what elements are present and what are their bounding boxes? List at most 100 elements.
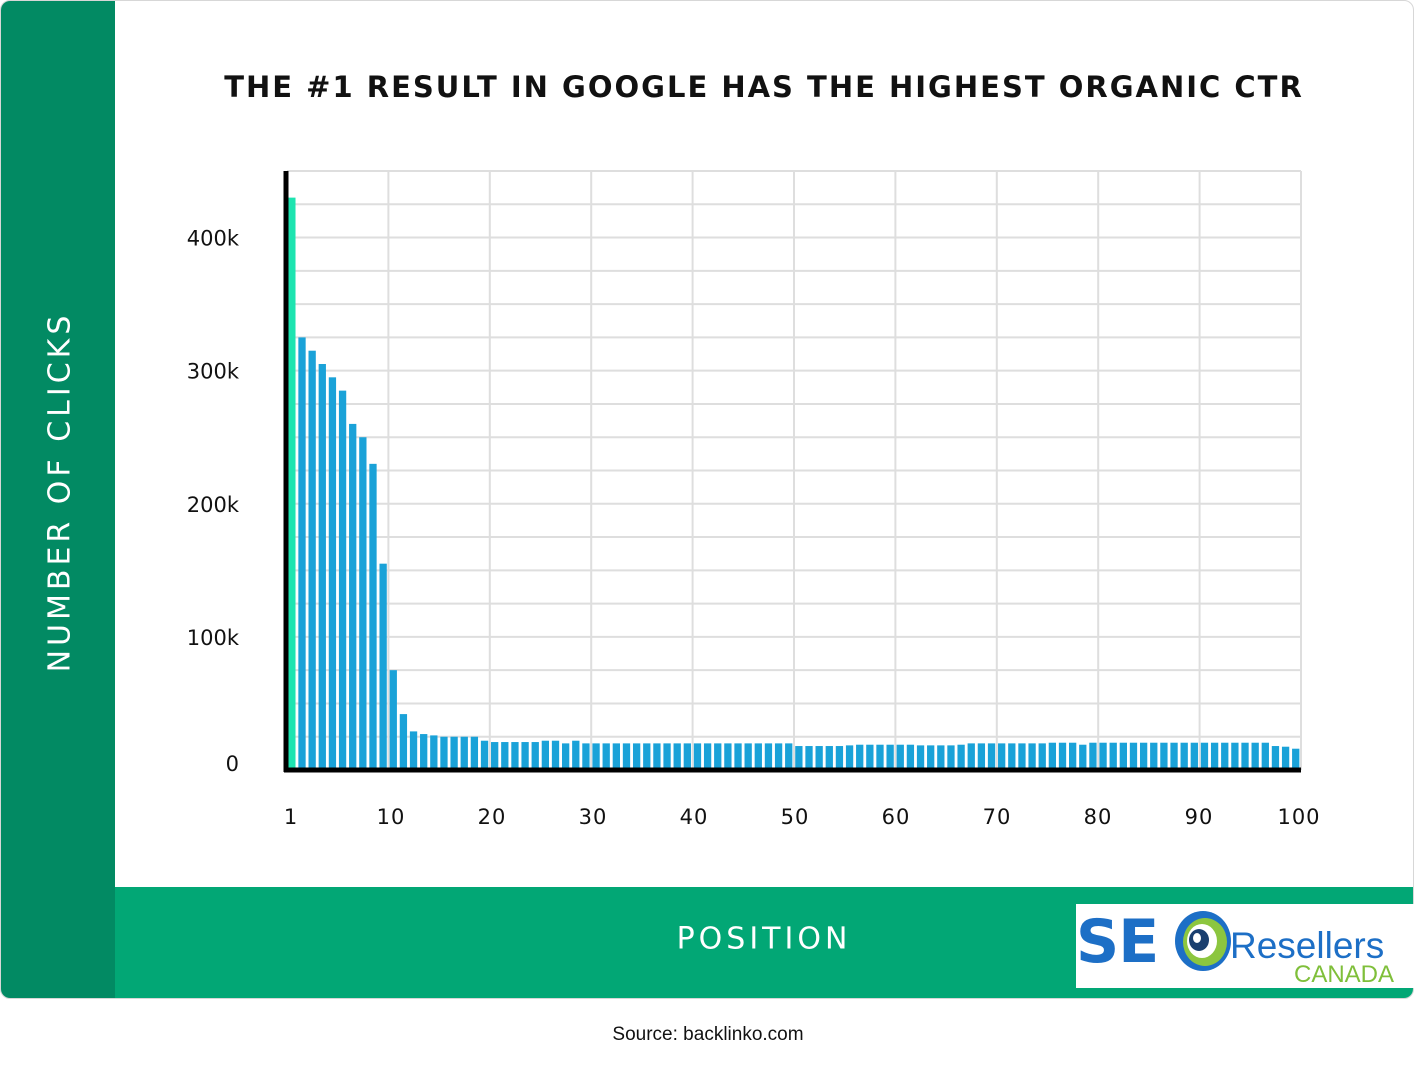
bar-position-15: [430, 735, 438, 770]
logo-swirl-icon: [1175, 911, 1231, 971]
bar-position-14: [420, 734, 428, 770]
logo-seo-text: SE: [1076, 907, 1159, 977]
chart-title: THE #1 RESULT IN GOOGLE HAS THE HIGHEST …: [224, 70, 1304, 104]
y-tick-label: 300k: [187, 360, 240, 384]
bar-position-1: [288, 197, 296, 771]
bar-position-89: [1180, 742, 1188, 770]
bar-position-44: [724, 743, 732, 770]
y-tick-label: 0: [226, 752, 239, 776]
chart-grid: [287, 170, 1302, 771]
bar-position-48: [764, 743, 773, 770]
bar-position-61: [896, 744, 904, 770]
bar-position-98: [1271, 746, 1280, 770]
bar-position-51: [795, 746, 803, 770]
x-tick-label: 80: [1084, 805, 1113, 829]
bar-position-84: [1129, 742, 1138, 770]
bar-position-69: [977, 743, 986, 770]
bar-position-28: [561, 743, 570, 770]
bar-position-31: [592, 743, 600, 770]
bar-position-67: [957, 744, 965, 770]
bar-position-76: [1048, 742, 1057, 770]
seo-resellers-canada-logo: SE Resellers CANADA: [1076, 904, 1414, 988]
bar-position-81: [1099, 742, 1107, 770]
bar-position-4: [318, 364, 326, 770]
bar-position-79: [1079, 744, 1087, 770]
bar-position-18: [460, 736, 468, 770]
bar-position-82: [1109, 742, 1117, 770]
bar-position-66: [947, 745, 955, 770]
bar-position-53: [815, 746, 823, 770]
bar-position-35: [632, 743, 641, 770]
bar-position-50: [785, 743, 793, 770]
bar-position-43: [714, 743, 722, 770]
bar-position-20: [480, 740, 489, 770]
bar-position-24: [521, 742, 529, 770]
bar-position-42: [703, 743, 712, 770]
logo-resellers-text: Resellers: [1230, 925, 1385, 966]
bar-position-17: [450, 736, 458, 770]
x-tick-label: 10: [377, 805, 406, 829]
bar-position-88: [1170, 742, 1178, 770]
bar-position-85: [1139, 742, 1148, 770]
source-note: Source: backlinko.com: [612, 1024, 804, 1045]
bar-position-56: [845, 745, 854, 770]
bar-position-87: [1160, 742, 1168, 770]
bar-position-37: [653, 743, 661, 770]
bar-position-91: [1200, 742, 1209, 770]
bar-position-8: [359, 437, 367, 770]
bar-position-11: [389, 670, 397, 770]
bar-position-33: [612, 743, 620, 770]
logo-canada-text: CANADA: [1294, 961, 1395, 988]
bar-position-57: [856, 744, 864, 770]
bar-position-60: [886, 744, 894, 770]
bar-position-97: [1261, 742, 1269, 770]
bar-position-58: [866, 744, 874, 770]
bar-chart: 0 100k 200k 300k 400k 1 10 20 30 40 50 60 70 80 90 100: [187, 170, 1320, 829]
bar-position-7: [349, 423, 357, 770]
y-tick-label: 400k: [187, 227, 240, 251]
bar-position-16: [440, 736, 448, 770]
bar-position-64: [927, 745, 935, 770]
x-axis-label: POSITION: [676, 921, 852, 957]
bar-position-63: [916, 745, 925, 770]
bar-position-19: [470, 736, 479, 770]
bar-position-54: [825, 746, 833, 770]
bar-position-6: [338, 390, 347, 770]
bar-position-80: [1089, 742, 1097, 770]
bar-position-45: [734, 743, 742, 770]
bar-position-34: [622, 743, 631, 770]
x-tick-label: 30: [579, 805, 608, 829]
bar-position-46: [744, 743, 752, 770]
bar-position-68: [967, 743, 975, 770]
bar-position-52: [805, 746, 813, 770]
bar-position-94: [1231, 742, 1239, 770]
chart-axes: [283, 171, 1301, 773]
x-tick-label: 60: [882, 805, 911, 829]
bar-position-49: [774, 743, 783, 770]
bar-position-93: [1221, 742, 1229, 770]
bar-position-83: [1119, 742, 1127, 770]
bar-position-9: [369, 463, 377, 770]
x-tick-label: 100: [1277, 805, 1320, 829]
bar-position-40: [683, 743, 691, 770]
bar-position-21: [491, 742, 499, 770]
bar-position-77: [1058, 742, 1067, 770]
y-tick-label: 100k: [187, 626, 240, 650]
bar-position-41: [693, 743, 702, 770]
bar-position-55: [835, 746, 844, 770]
bar-position-32: [602, 743, 610, 770]
bar-position-2: [298, 337, 306, 770]
x-tick-label: 1: [284, 805, 298, 829]
bar-position-90: [1190, 742, 1198, 770]
x-tick-label: 90: [1185, 805, 1214, 829]
bar-position-10: [379, 563, 387, 770]
bar-position-72: [1008, 743, 1016, 770]
bar-position-39: [673, 743, 681, 770]
bar-position-96: [1251, 742, 1259, 770]
bar-position-3: [308, 350, 316, 770]
bar-position-99: [1281, 746, 1290, 770]
x-tick-label: 40: [680, 805, 709, 829]
bar-position-26: [541, 740, 550, 770]
bar-position-95: [1241, 742, 1249, 770]
bar-position-29: [572, 740, 580, 770]
